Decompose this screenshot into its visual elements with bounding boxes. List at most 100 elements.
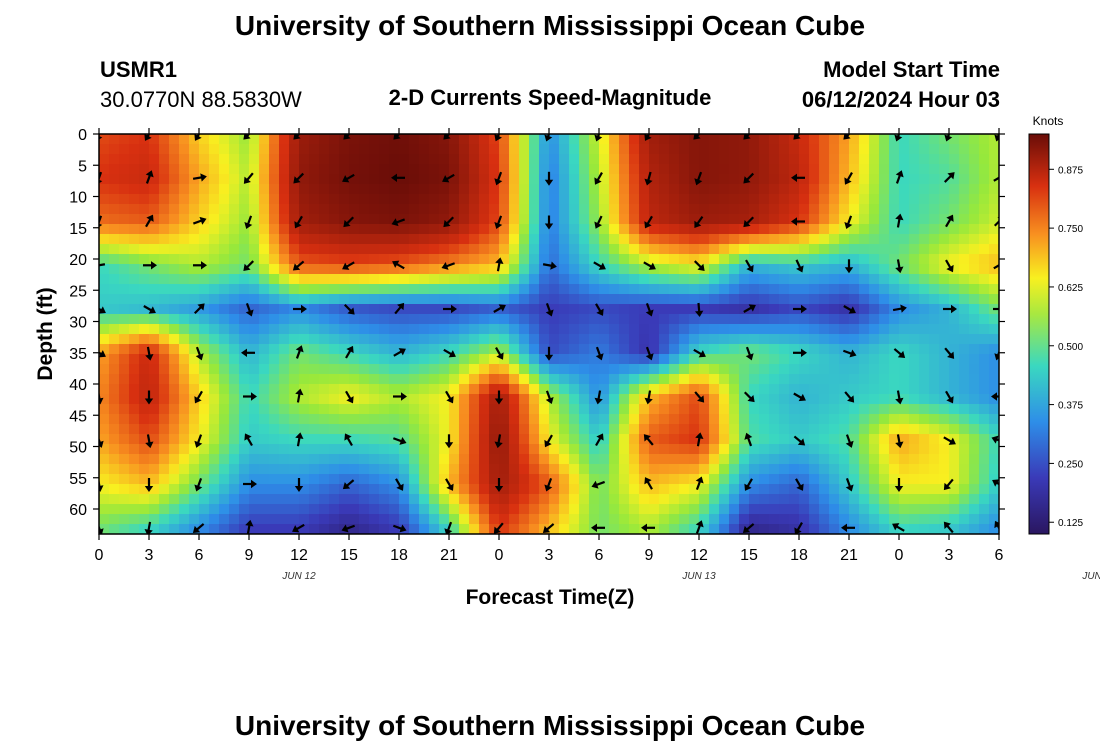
heatmap-cell <box>99 334 110 345</box>
heatmap-cell <box>479 484 490 495</box>
heatmap-cell <box>149 514 160 525</box>
heatmap-cell <box>569 154 580 165</box>
heatmap-cell <box>879 384 890 395</box>
heatmap-cell <box>969 244 980 255</box>
heatmap-cell <box>639 354 650 365</box>
heatmap-cell <box>889 134 900 145</box>
heatmap-cell <box>479 244 490 255</box>
heatmap-cell <box>909 214 920 225</box>
heatmap-cell <box>589 414 600 425</box>
heatmap-cell <box>129 224 140 235</box>
heatmap-cell <box>219 434 230 445</box>
current-vector <box>445 390 454 404</box>
model-start-label: Model Start Time <box>823 57 1000 82</box>
heatmap-cell <box>959 304 970 315</box>
heatmap-cell <box>789 374 800 385</box>
heatmap-cell <box>949 404 960 415</box>
heatmap-cell <box>599 514 610 525</box>
heatmap-cell <box>139 284 150 295</box>
heatmap-cell <box>879 464 890 475</box>
heatmap-cell <box>969 254 980 265</box>
heatmap-cell <box>609 254 620 265</box>
heatmap-cell <box>599 374 610 385</box>
heatmap-cell <box>509 414 520 425</box>
heatmap-cell <box>659 184 670 195</box>
heatmap-cell <box>239 354 250 365</box>
current-vector <box>143 261 157 270</box>
heatmap-cell <box>909 144 920 155</box>
heatmap-cell <box>149 434 160 445</box>
heatmap-cell <box>219 334 230 345</box>
heatmap-cell <box>429 294 440 305</box>
heatmap-cell <box>989 394 999 405</box>
heatmap-cell <box>469 404 480 415</box>
heatmap-cell <box>829 444 840 455</box>
heatmap-cell <box>989 164 999 175</box>
heatmap-cell <box>809 244 820 255</box>
heatmap-cell <box>969 214 980 225</box>
y-tick-label: 60 <box>69 502 87 519</box>
heatmap-cell <box>489 314 500 325</box>
heatmap-cell <box>499 304 510 315</box>
current-vector <box>594 172 603 185</box>
heatmap-cell <box>269 154 280 165</box>
heatmap-cell <box>489 394 500 405</box>
heatmap-cell <box>929 354 940 365</box>
heatmap-cell <box>489 284 500 295</box>
heatmap-cell <box>349 464 360 475</box>
heatmap-cell <box>899 144 910 155</box>
heatmap-cell <box>549 454 560 465</box>
heatmap-cell <box>679 454 690 465</box>
heatmap-cell <box>169 304 180 315</box>
heatmap-cell <box>649 184 660 195</box>
heatmap-cell <box>139 404 150 415</box>
heatmap-cell <box>389 324 400 335</box>
heatmap-cell <box>459 354 470 365</box>
heatmap-cell <box>189 444 200 455</box>
heatmap-cell <box>809 254 820 265</box>
heatmap-cell <box>799 244 810 255</box>
heatmap-cell <box>159 514 170 525</box>
heatmap-cell <box>749 374 760 385</box>
heatmap-cell <box>349 424 360 435</box>
heatmap-cell <box>469 474 480 485</box>
heatmap-cell <box>479 394 490 405</box>
heatmap-cell <box>939 224 950 235</box>
heatmap-cell <box>459 314 470 325</box>
heatmap-cell <box>329 324 340 335</box>
heatmap-cell <box>949 144 960 155</box>
heatmap-cell <box>409 234 420 245</box>
heatmap-cell <box>109 464 120 475</box>
heatmap-cell <box>99 424 110 435</box>
heatmap-cell <box>759 284 770 295</box>
heatmap-cell <box>609 434 620 445</box>
heatmap-cell <box>899 374 910 385</box>
heatmap-cell <box>359 484 370 495</box>
heatmap-cell <box>879 284 890 295</box>
heatmap-cell <box>709 484 720 495</box>
heatmap-cell <box>679 304 690 315</box>
heatmap-cell <box>749 154 760 165</box>
heatmap-cell <box>599 174 610 185</box>
x-tick-label: 3 <box>945 547 954 564</box>
heatmap-cell <box>389 454 400 465</box>
heatmap-cell <box>889 294 900 305</box>
heatmap-cell <box>489 304 500 315</box>
y-tick-label: 25 <box>69 283 87 300</box>
heatmap-cell <box>849 194 860 205</box>
heatmap-cell <box>619 314 630 325</box>
heatmap-cell <box>419 504 430 515</box>
heatmap-cell <box>379 234 390 245</box>
heatmap-cell <box>979 134 990 145</box>
current-vector <box>145 434 154 449</box>
heatmap-cell <box>859 434 870 445</box>
heatmap-cell <box>569 364 580 375</box>
heatmap-cell <box>719 304 730 315</box>
heatmap-cell <box>159 504 170 515</box>
heatmap-cell <box>919 174 930 185</box>
heatmap-cell <box>549 244 560 255</box>
heatmap-cell <box>669 214 680 225</box>
heatmap-cell <box>589 174 600 185</box>
heatmap-cell <box>579 174 590 185</box>
current-vector <box>194 434 203 448</box>
